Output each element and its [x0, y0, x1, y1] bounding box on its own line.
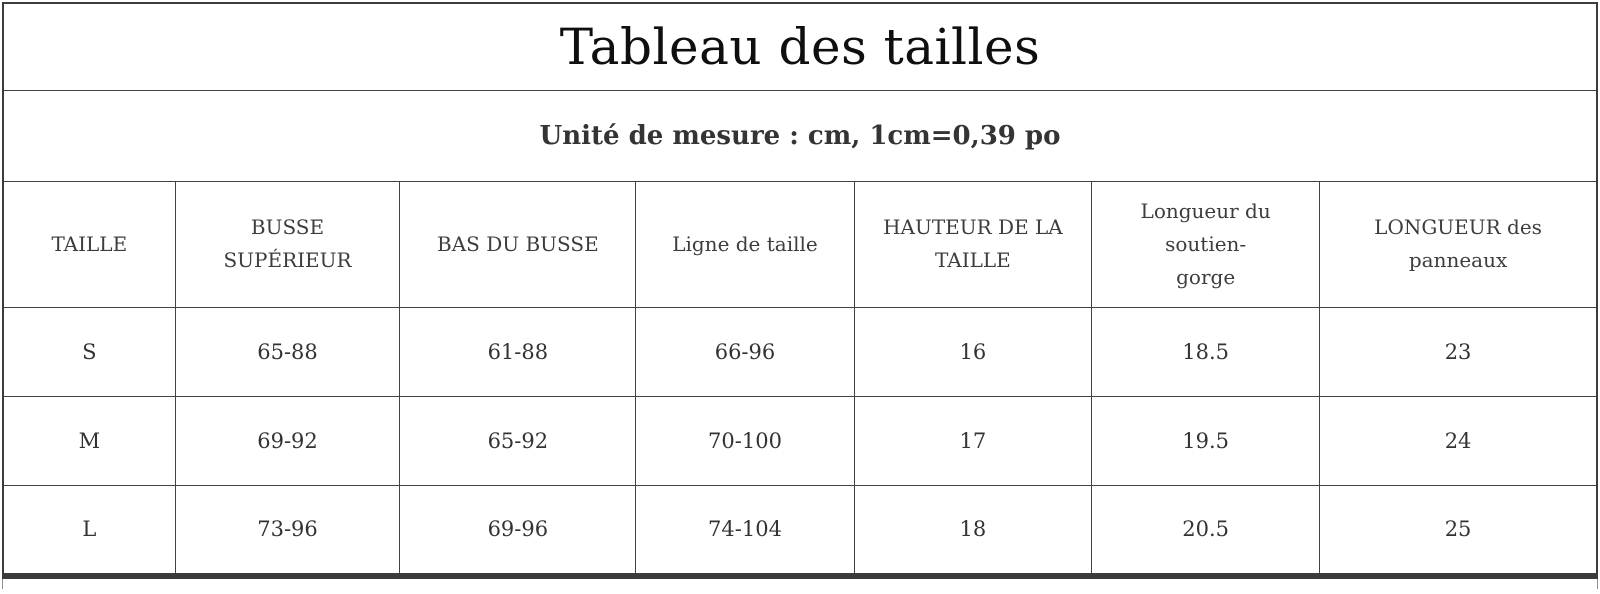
table-cell: 25	[1319, 484, 1598, 575]
table-cell: 18.5	[1091, 306, 1321, 397]
table-cell: 65-92	[399, 395, 637, 486]
column-header-row: TAILLE BUSSE SUPÉRIEUR BAS DU BUSSE Lign…	[2, 180, 1598, 308]
table-cell: 18	[853, 484, 1093, 575]
title-row: Tableau des tailles	[2, 2, 1598, 91]
table-cell: 69-92	[174, 395, 401, 486]
table-cell: 24	[1319, 395, 1598, 486]
size-chart-table: Tableau des tailles Unité de mesure : cm…	[2, 2, 1598, 575]
column-header-longueur-soutien-gorge: Longueur du soutien- gorge	[1091, 180, 1321, 308]
unit-note: Unité de mesure : cm, 1cm=0,39 po	[2, 89, 1598, 182]
table-cell: 17	[853, 395, 1093, 486]
table-cell: 61-88	[399, 306, 637, 397]
table-cell: 65-88	[174, 306, 401, 397]
table-cell: 19.5	[1091, 395, 1321, 486]
table-cell: 66-96	[635, 306, 855, 397]
column-header-hauteur-de-la-taille: HAUTEUR DE LA TAILLE	[853, 180, 1093, 308]
next-section-partial	[2, 579, 1598, 589]
column-header-longueur-panneaux: LONGUEUR des panneaux	[1319, 180, 1598, 308]
table-cell: L	[2, 484, 176, 575]
table-cell: 23	[1319, 306, 1598, 397]
table-cell: M	[2, 395, 176, 486]
table-cell: 16	[853, 306, 1093, 397]
column-header-busse-superieur: BUSSE SUPÉRIEUR	[174, 180, 401, 308]
table-cell: 74-104	[635, 484, 855, 575]
page-title: Tableau des tailles	[2, 2, 1598, 91]
table-row-s: S 65-88 61-88 66-96 16 18.5 23	[2, 306, 1598, 397]
unit-note-row: Unité de mesure : cm, 1cm=0,39 po	[2, 89, 1598, 182]
column-header-taille: TAILLE	[2, 180, 176, 308]
table-cell: 70-100	[635, 395, 855, 486]
column-header-ligne-de-taille: Ligne de taille	[635, 180, 855, 308]
table-cell: 20.5	[1091, 484, 1321, 575]
column-header-bas-du-busse: BAS DU BUSSE	[399, 180, 637, 308]
table-row-l: L 73-96 69-96 74-104 18 20.5 25	[2, 484, 1598, 575]
table-cell: S	[2, 306, 176, 397]
table-cell: 69-96	[399, 484, 637, 575]
table-row-m: M 69-92 65-92 70-100 17 19.5 24	[2, 395, 1598, 486]
table-cell: 73-96	[174, 484, 401, 575]
table-bottom-rule	[2, 575, 1598, 579]
